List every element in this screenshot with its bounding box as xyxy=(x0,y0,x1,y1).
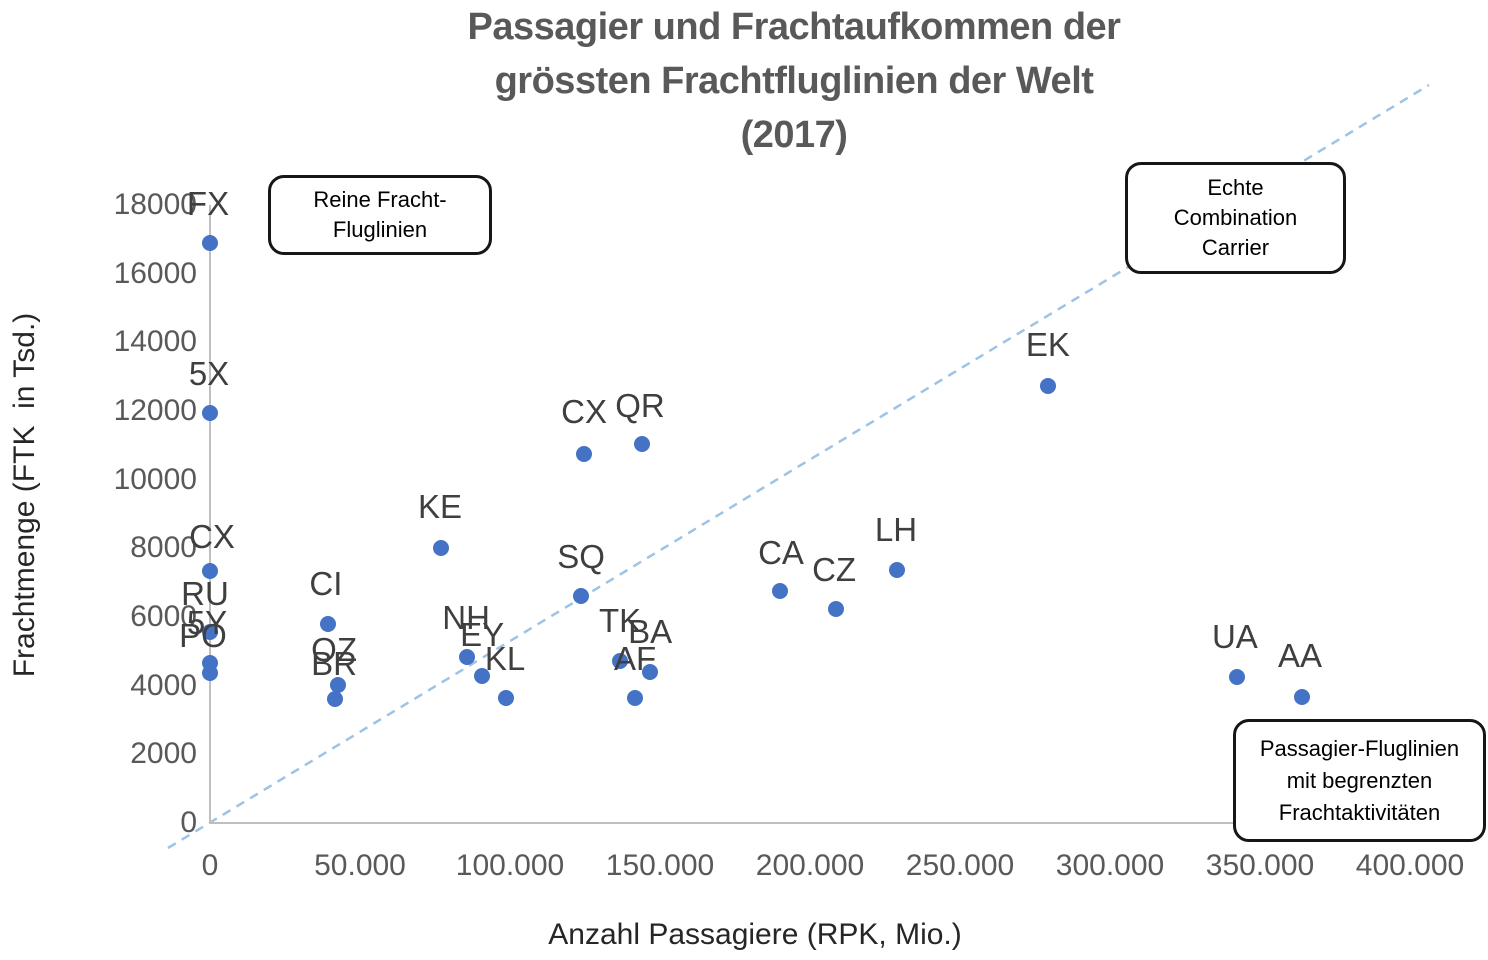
data-point-label: OZ xyxy=(311,630,358,668)
annotation-line: Frachtaktivitäten xyxy=(1278,799,1441,825)
annotation-line: mit begrenzten xyxy=(1286,767,1433,793)
data-point-dot xyxy=(573,588,590,605)
data-point-label: EY xyxy=(460,615,505,653)
data-point-label: KL xyxy=(484,640,526,678)
y-tick-label: 12000 xyxy=(113,394,197,427)
x-tick-label: 50.000 xyxy=(314,849,406,882)
annotation-pure-cargo-carriers: Reine Fracht- Fluglinien xyxy=(268,175,492,255)
data-point-label: CI xyxy=(309,565,343,603)
data-point-label: LH xyxy=(874,510,918,548)
data-point-dot xyxy=(474,667,491,684)
data-point-label: CZ xyxy=(812,551,857,589)
annotation-combination-carriers: Echte Combination Carrier xyxy=(1125,162,1346,274)
data-point-dot xyxy=(327,690,344,707)
data-point-label: BA xyxy=(628,612,673,650)
y-tick-label: 16000 xyxy=(113,256,197,290)
annotation-line: Carrier xyxy=(1201,235,1270,260)
data-point-label: BR xyxy=(311,644,358,682)
annotation-line: Passagier-Fluglinien xyxy=(1259,735,1460,761)
x-tick-label: 200.000 xyxy=(755,849,865,882)
chart-title-line-1: Passagier und Frachtaufkommen der xyxy=(467,6,1121,48)
data-point-label: CX xyxy=(189,517,235,555)
data-point-label: KE xyxy=(417,487,463,525)
data-point-label: TK xyxy=(599,601,642,639)
data-point-dot xyxy=(433,539,449,556)
annotation-line: Echte xyxy=(1207,175,1264,200)
annotation-line: Fluglinien xyxy=(332,217,428,242)
data-point-dot xyxy=(202,234,218,251)
data-point-label: NH xyxy=(442,598,490,636)
x-axis-title: Anzahl Passagiere (RPK, Mio.) xyxy=(548,918,962,951)
data-point-dot xyxy=(576,445,593,462)
y-tick-label: 0 xyxy=(180,806,197,839)
data-point-label: SQ xyxy=(557,538,605,576)
y-tick-label: 8000 xyxy=(130,531,197,565)
y-tick-label: 14000 xyxy=(113,325,197,359)
y-tick-label: 2000 xyxy=(130,737,197,771)
y-tick-label: 6000 xyxy=(130,600,197,633)
x-tick-label: 300.000 xyxy=(1055,849,1165,882)
x-tick-label: 350.000 xyxy=(1205,849,1315,882)
diagonal-reference-line xyxy=(167,83,1430,850)
x-tick-label: 100.000 xyxy=(455,849,565,882)
data-point-dot xyxy=(612,652,629,669)
y-tick-label: 4000 xyxy=(130,668,197,702)
data-point-dot xyxy=(202,404,218,421)
chart-title-line-2: grössten Frachtfluglinien der Welt xyxy=(494,60,1094,102)
data-point-label: RU xyxy=(181,574,229,612)
data-point-label: CX xyxy=(561,392,608,430)
chart-title: Passagier und Frachtaufkommen der grösst… xyxy=(294,0,1294,162)
data-point-dot xyxy=(459,648,476,665)
data-point-dot xyxy=(202,664,218,681)
data-point-label: AA xyxy=(1277,636,1323,674)
x-tick-label: 400.000 xyxy=(1355,849,1465,882)
data-point-dot xyxy=(1294,688,1310,705)
data-point-label: UA xyxy=(1211,618,1258,656)
y-tick-label: 18000 xyxy=(113,188,197,221)
data-point-label: EK xyxy=(1025,325,1070,363)
data-point-dot xyxy=(627,690,644,707)
data-point-dot xyxy=(634,435,650,452)
data-point-label: AF xyxy=(614,640,657,678)
data-point-dot xyxy=(889,561,905,578)
data-point-dot xyxy=(498,690,515,707)
data-point-label: QR xyxy=(615,386,665,424)
data-point-dot xyxy=(202,562,218,579)
data-point-dot xyxy=(1039,377,1056,394)
annotation-line: Reine Fracht- xyxy=(313,187,447,212)
chart-title-line-3: (2017) xyxy=(740,114,848,156)
data-point-dot xyxy=(772,582,788,599)
data-point-dot xyxy=(202,623,218,640)
data-point-label: FX xyxy=(186,184,230,222)
x-tick-label: 0 xyxy=(201,849,219,882)
data-point-dot xyxy=(330,676,347,693)
data-point-dot xyxy=(1228,669,1245,686)
data-point-label: CA xyxy=(758,533,804,571)
data-point-label: 5X xyxy=(188,354,230,392)
annotation-passenger-airlines: Passagier-Fluglinien mit begrenzten Frac… xyxy=(1233,719,1486,842)
data-point-label: PO xyxy=(179,616,227,654)
data-point-dot xyxy=(319,616,336,633)
data-point-dot xyxy=(642,663,659,680)
data-point-dot xyxy=(828,601,845,618)
data-point-label: 5Y xyxy=(186,604,228,642)
x-tick-label: 150.000 xyxy=(605,849,715,882)
annotation-line: Combination xyxy=(1173,205,1298,230)
y-tick-label: 10000 xyxy=(113,462,197,496)
x-tick-label: 250.000 xyxy=(905,849,1015,882)
